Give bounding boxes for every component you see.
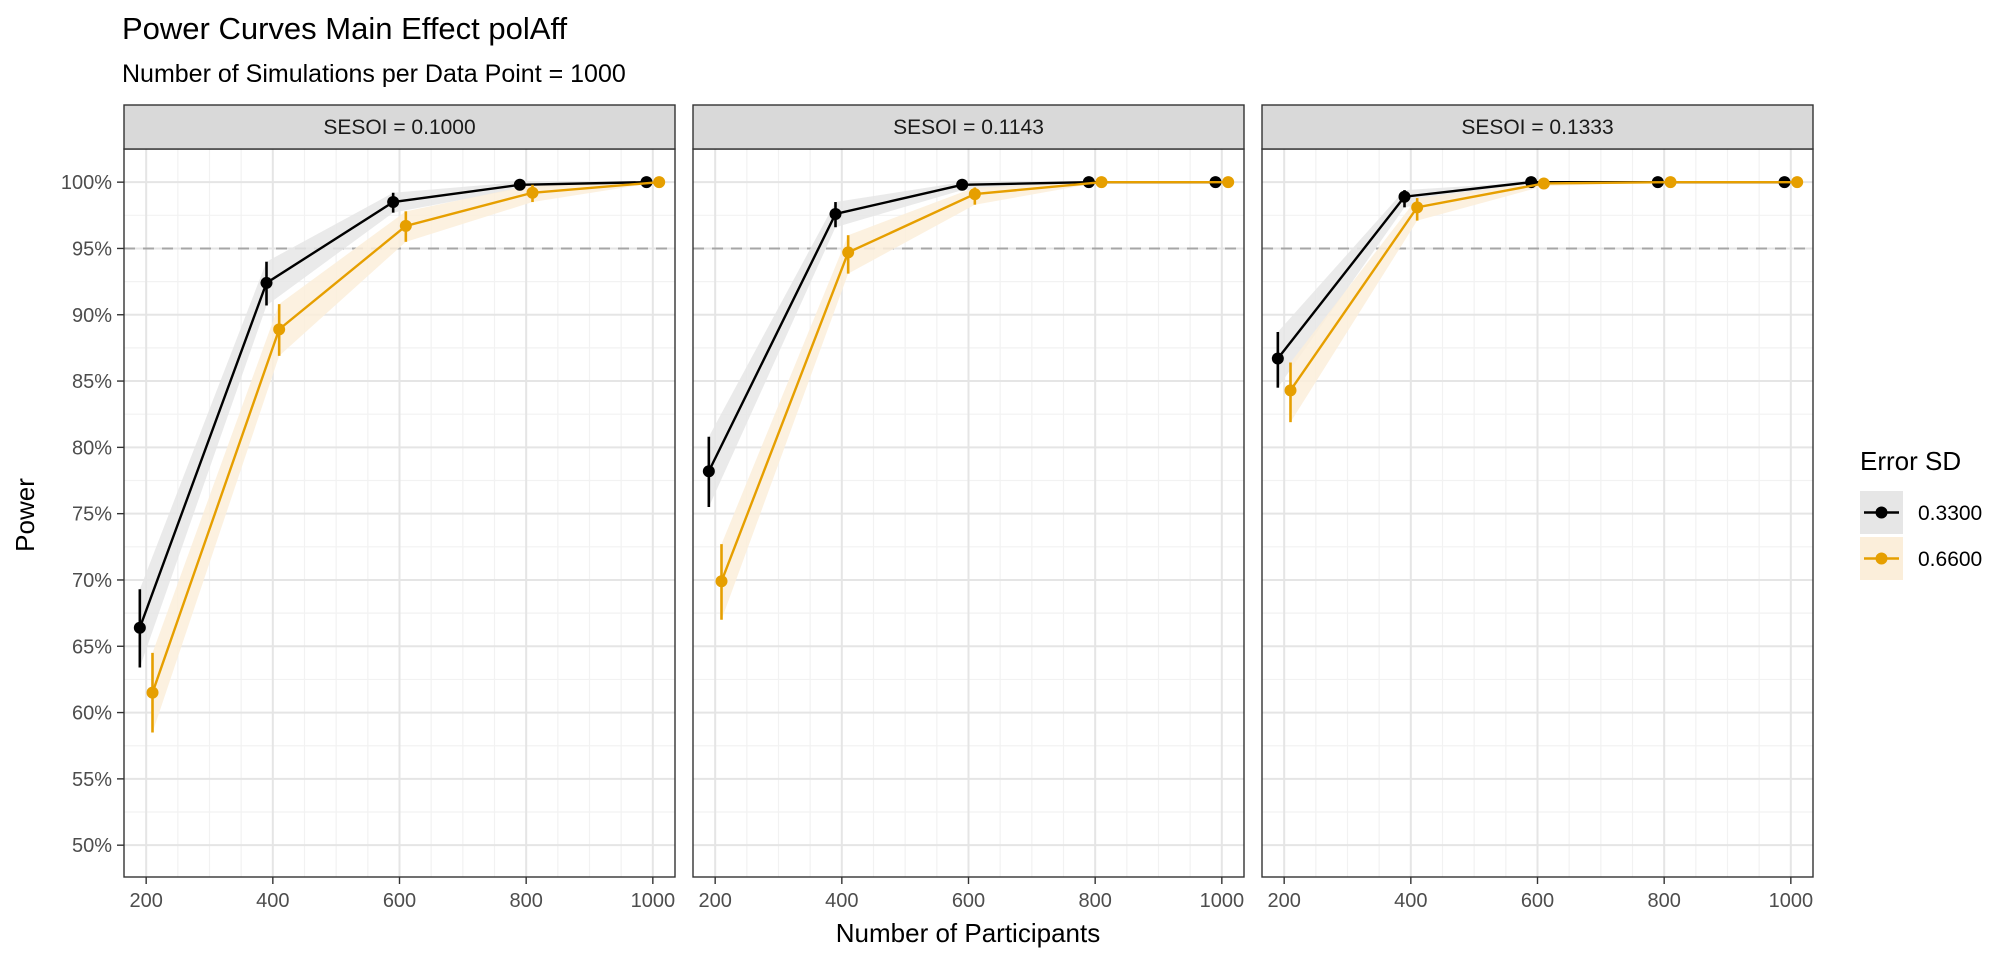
data-point [1095, 176, 1108, 189]
facet-panel: SESOI = 0.1000 200 400 600 800 1000 [123, 104, 676, 912]
y-tick-label: 65% [72, 636, 112, 658]
legend-label: 0.6600 [1918, 548, 1982, 571]
facet-panel: SESOI = 0.1143 200 400 600 800 1000 [692, 104, 1245, 912]
data-point [1398, 190, 1411, 203]
chart-subtitle: Number of Simulations per Data Point = 1… [122, 60, 626, 88]
data-point [1664, 176, 1677, 189]
data-point [1271, 352, 1284, 365]
y-tick-label: 95% [72, 238, 112, 260]
data-point [829, 207, 842, 220]
data-point [702, 465, 715, 478]
data-point [526, 186, 539, 199]
x-tick-label: 200 [698, 890, 731, 912]
x-axis-title: Number of Participants [836, 918, 1100, 948]
y-tick-label: 60% [72, 703, 112, 725]
x-tick-label: 800 [1078, 890, 1111, 912]
x-tick-label: 400 [825, 890, 858, 912]
facet-strip-label: SESOI = 0.1333 [1461, 116, 1613, 139]
data-point [653, 176, 666, 189]
data-point [146, 686, 159, 699]
x-tick-label: 200 [129, 890, 162, 912]
x-tick-label: 400 [256, 890, 289, 912]
legend-key-point [1875, 552, 1888, 565]
data-point [715, 575, 728, 588]
facet-strip [123, 104, 676, 150]
y-tick-label: 50% [72, 835, 112, 857]
data-point [1537, 177, 1550, 190]
facet-panel: SESOI = 0.1333 200 400 600 800 1000 [1261, 104, 1814, 912]
x-tick-label: 1000 [1769, 890, 1814, 912]
y-tick-label: 75% [72, 504, 112, 526]
data-point [1222, 176, 1235, 189]
y-tick-label: 70% [72, 570, 112, 592]
y-tick-label: 100% [61, 172, 112, 194]
data-point [273, 323, 286, 336]
legend: Error SD 0.3300 0.6600 [1860, 446, 1982, 580]
facet-strip [692, 104, 1245, 150]
legend-key-point [1875, 506, 1888, 519]
x-tick-label: 600 [383, 890, 416, 912]
y-tick-label: 80% [72, 437, 112, 459]
data-point [260, 276, 273, 289]
legend-title: Error SD [1860, 446, 1961, 476]
x-tick-label: 800 [1647, 890, 1680, 912]
x-tick-label: 800 [509, 890, 542, 912]
data-point [1411, 201, 1424, 214]
data-point [956, 178, 969, 191]
x-tick-label: 1000 [1200, 890, 1245, 912]
legend-label: 0.3300 [1918, 502, 1982, 525]
x-tick-label: 1000 [631, 890, 676, 912]
y-axis-title: Power [10, 478, 40, 552]
y-tick-label: 90% [72, 305, 112, 327]
data-point [1284, 384, 1297, 397]
y-tick-label: 85% [72, 371, 112, 393]
data-point [513, 178, 526, 191]
data-point [399, 219, 412, 232]
facet-strip [1261, 104, 1814, 150]
x-tick-label: 600 [1521, 890, 1554, 912]
chart-title: Power Curves Main Effect polAff [122, 11, 567, 46]
y-axis: 50% 55% 60% 65% 70% 75% 80% 85% 90% 95% 100% [61, 172, 124, 857]
data-point [842, 246, 855, 259]
facet-strip-label: SESOI = 0.1143 [893, 116, 1044, 139]
data-point [133, 621, 146, 634]
x-tick-label: 400 [1394, 890, 1427, 912]
data-point [387, 196, 400, 209]
y-tick-label: 55% [72, 769, 112, 791]
x-tick-label: 200 [1267, 890, 1300, 912]
facet-strip-label: SESOI = 0.1000 [323, 116, 475, 139]
data-point [1791, 176, 1804, 189]
data-point [968, 188, 981, 201]
x-tick-label: 600 [952, 890, 985, 912]
